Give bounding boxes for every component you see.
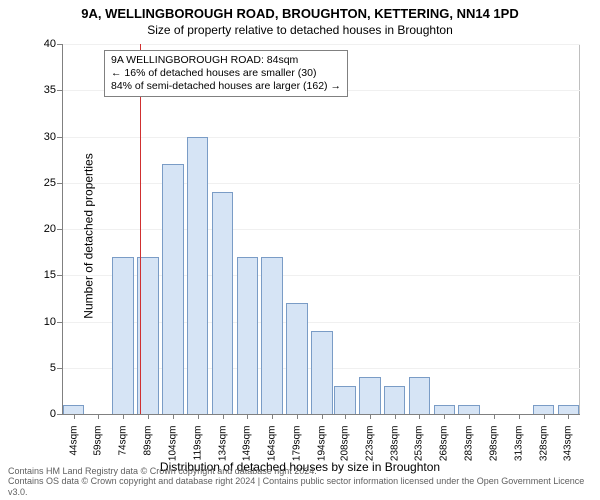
histogram-bar: [63, 405, 85, 414]
y-tick-label: 40: [6, 38, 56, 50]
y-tick-label: 25: [6, 177, 56, 189]
histogram-bar: [359, 377, 381, 414]
x-tick-mark: [297, 414, 298, 419]
x-tick-mark: [444, 414, 445, 419]
y-tick-mark: [57, 322, 62, 323]
x-tick-mark: [469, 414, 470, 419]
histogram-bar: [458, 405, 480, 414]
x-tick-mark: [544, 414, 545, 419]
x-tick-mark: [322, 414, 323, 419]
x-tick-mark: [123, 414, 124, 419]
y-tick-mark: [57, 44, 62, 45]
y-tick-label: 15: [6, 269, 56, 281]
annotation-box: 9A WELLINGBOROUGH ROAD: 84sqm ← 16% of d…: [104, 50, 348, 97]
histogram-bar: [112, 257, 134, 414]
x-tick-mark: [494, 414, 495, 419]
y-tick-mark: [57, 275, 62, 276]
y-axis-label: Number of detached properties: [82, 153, 96, 318]
y-tick-mark: [57, 414, 62, 415]
histogram-bar: [533, 405, 555, 414]
x-tick-mark: [223, 414, 224, 419]
histogram-bar: [237, 257, 259, 414]
x-tick-mark: [395, 414, 396, 419]
histogram-bar: [212, 192, 234, 414]
footer-line-1: Contains HM Land Registry data © Crown c…: [8, 466, 600, 476]
histogram-bar: [311, 331, 333, 414]
x-tick-mark: [345, 414, 346, 419]
y-tick-mark: [57, 229, 62, 230]
y-tick-mark: [57, 368, 62, 369]
x-tick-mark: [74, 414, 75, 419]
x-tick-mark: [198, 414, 199, 419]
y-tick-label: 0: [6, 408, 56, 420]
reference-line: [140, 44, 141, 414]
annotation-line-1: 9A WELLINGBOROUGH ROAD: 84sqm: [111, 54, 341, 67]
x-tick-mark: [272, 414, 273, 419]
x-tick-mark: [419, 414, 420, 419]
chart-title: 9A, WELLINGBOROUGH ROAD, BROUGHTON, KETT…: [0, 6, 600, 21]
chart-subtitle: Size of property relative to detached ho…: [0, 23, 600, 37]
x-tick-mark: [370, 414, 371, 419]
histogram-bar: [558, 405, 580, 414]
histogram-bar: [409, 377, 431, 414]
y-tick-mark: [57, 137, 62, 138]
annotation-line-2: ← 16% of detached houses are smaller (30…: [111, 67, 341, 80]
histogram-bar: [187, 137, 209, 415]
x-tick-mark: [98, 414, 99, 419]
footer-line-2: Contains OS data © Crown copyright and d…: [8, 476, 600, 497]
x-tick-mark: [148, 414, 149, 419]
y-tick-label: 35: [6, 84, 56, 96]
footer-attribution: Contains HM Land Registry data © Crown c…: [8, 466, 600, 497]
y-tick-mark: [57, 183, 62, 184]
x-tick-mark: [247, 414, 248, 419]
y-tick-mark: [57, 90, 62, 91]
histogram-bar: [334, 386, 356, 414]
x-tick-mark: [568, 414, 569, 419]
histogram-bar: [261, 257, 283, 414]
histogram-bar: [286, 303, 308, 414]
chart-container: 9A, WELLINGBOROUGH ROAD, BROUGHTON, KETT…: [0, 0, 600, 500]
x-tick-mark: [173, 414, 174, 419]
x-tick-mark: [519, 414, 520, 419]
y-tick-label: 20: [6, 223, 56, 235]
y-axis-line: [62, 44, 63, 414]
annotation-line-3: 84% of semi-detached houses are larger (…: [111, 80, 341, 93]
histogram-bar: [384, 386, 406, 414]
histogram-bar: [434, 405, 456, 414]
y-tick-label: 30: [6, 131, 56, 143]
histogram-bar: [162, 164, 184, 414]
y-tick-label: 5: [6, 362, 56, 374]
y-tick-label: 10: [6, 316, 56, 328]
